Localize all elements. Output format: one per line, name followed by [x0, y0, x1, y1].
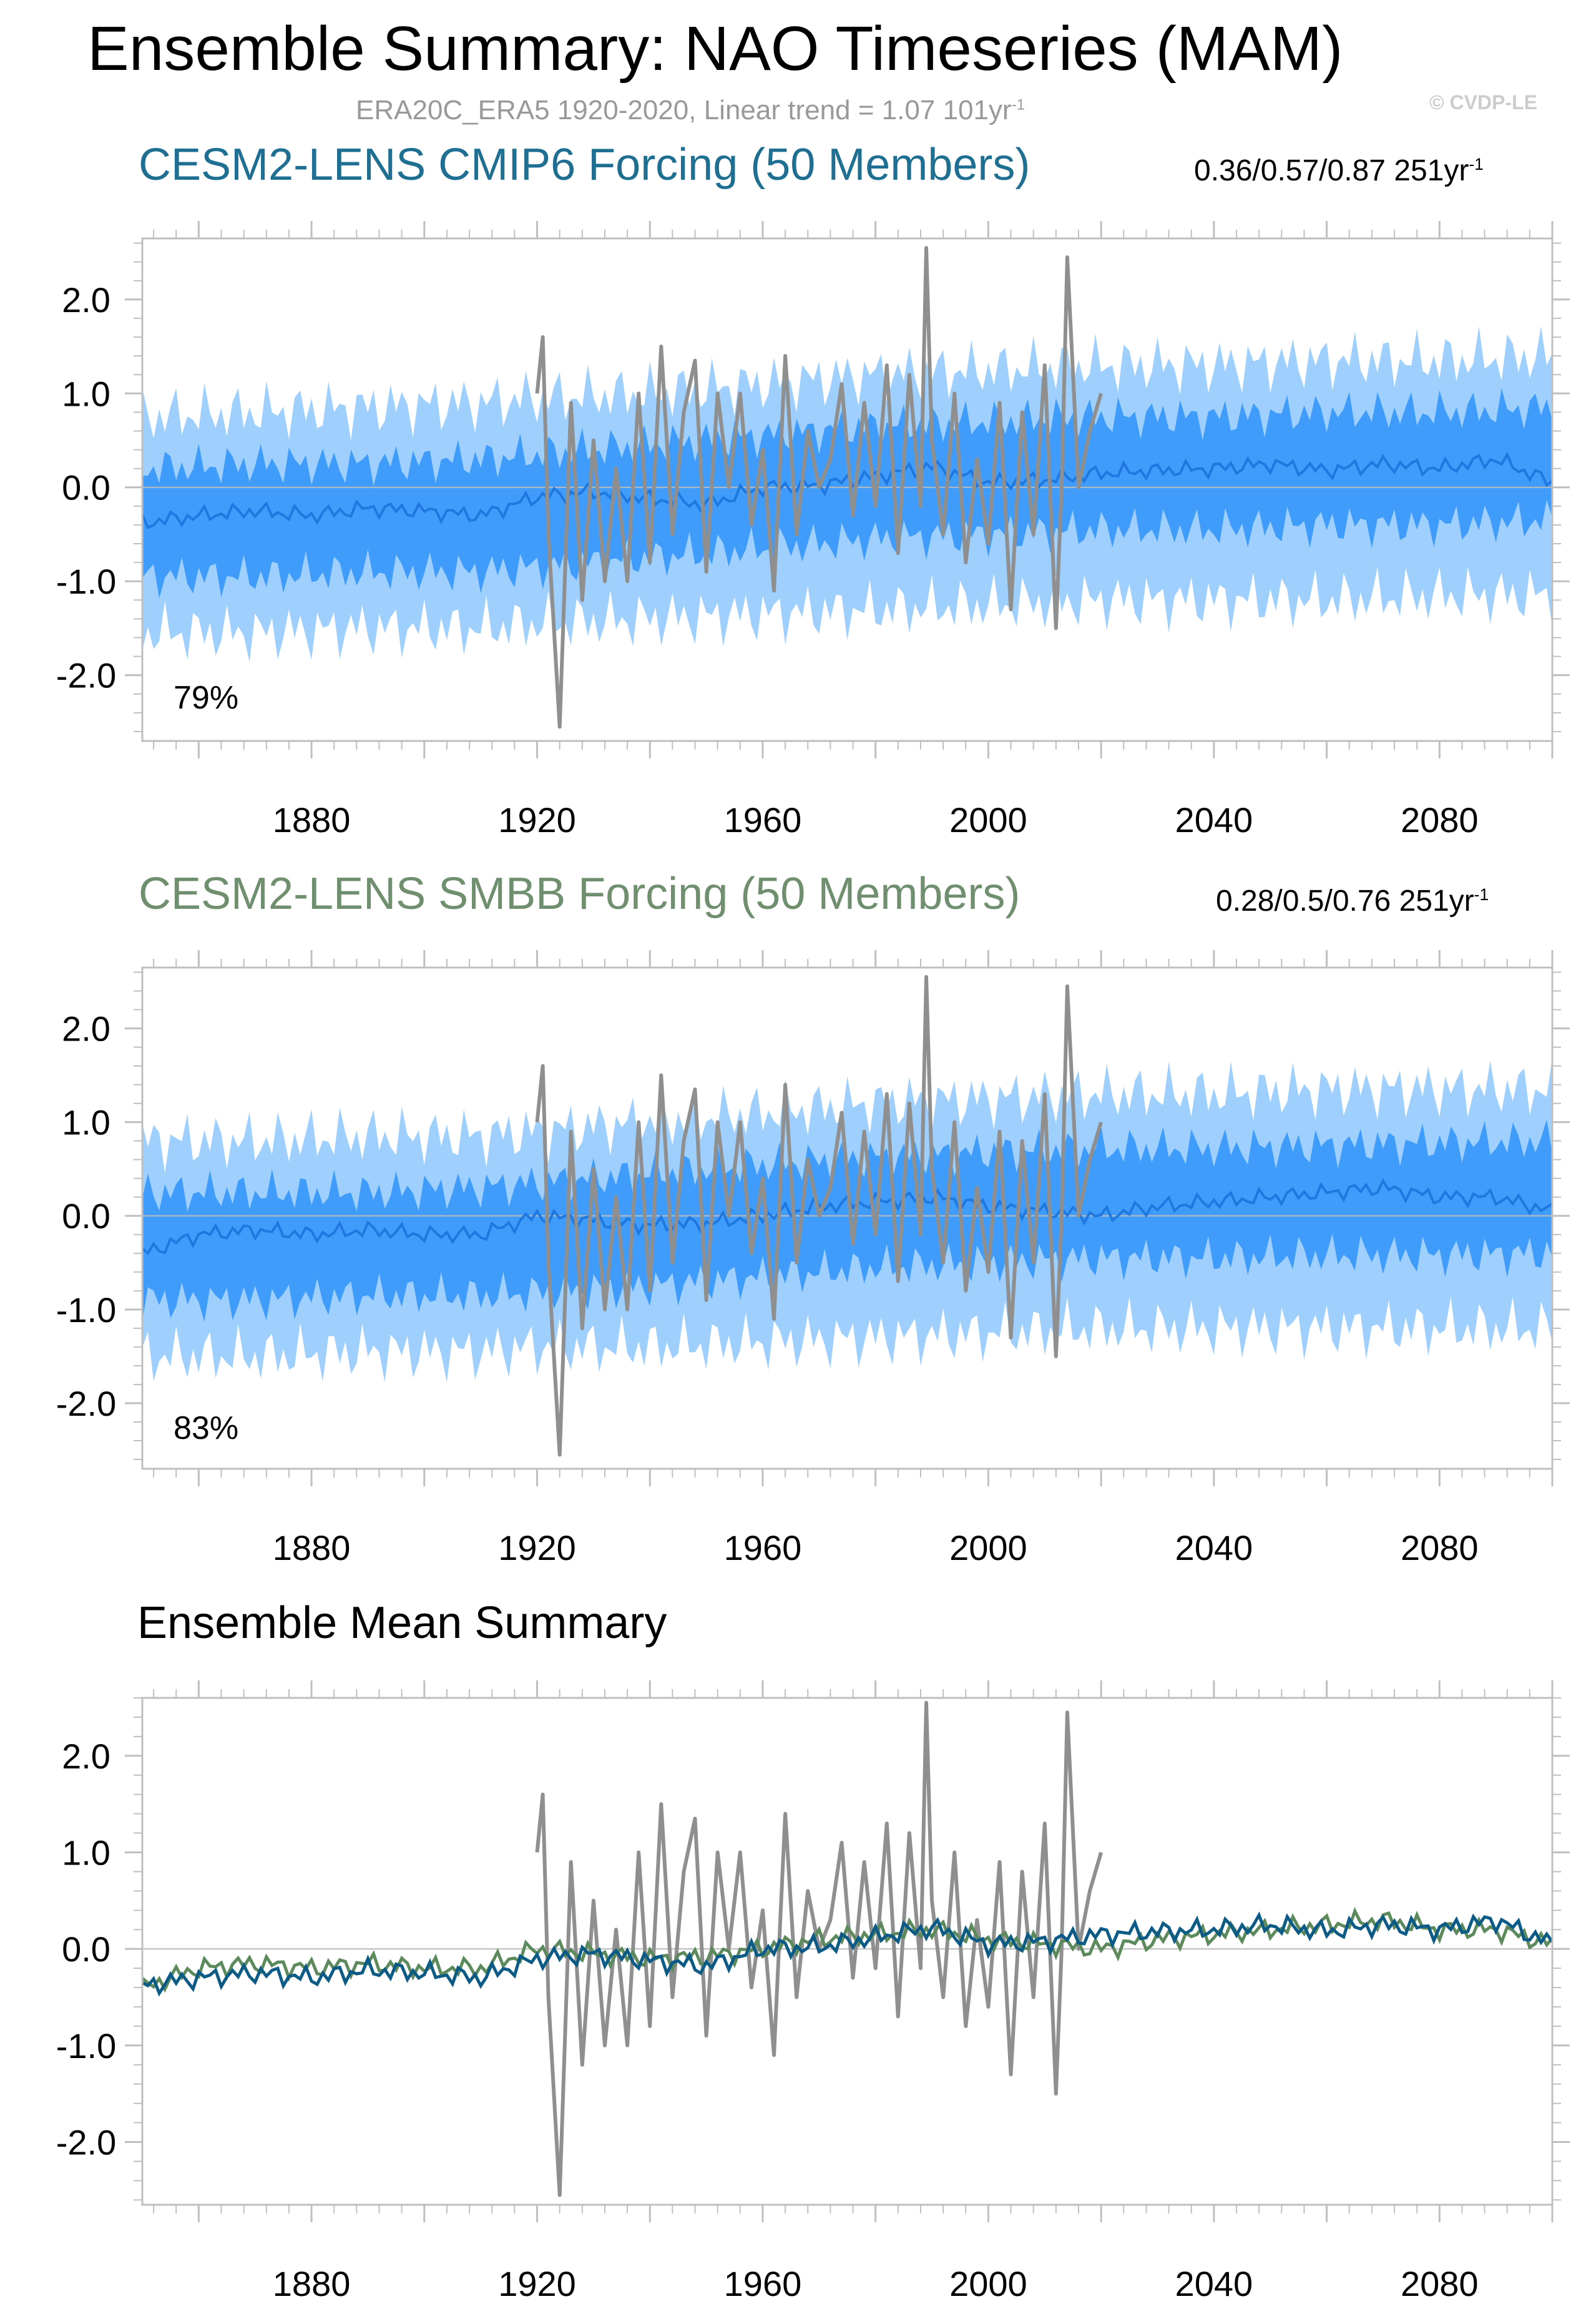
- panel-3-y-tick-label: -1.0: [56, 2026, 117, 2066]
- panel-3-y-tick-label: 2.0: [62, 1737, 110, 1776]
- panel-1-y-tick-label: 0.0: [62, 468, 110, 507]
- panel-3-y-tick-label: 1.0: [62, 1833, 110, 1872]
- panel-1-y-tick-label: -1.0: [56, 562, 117, 601]
- credit-label: © CVDP-LE: [1429, 91, 1537, 114]
- panel-2-x-tick-label: 1920: [498, 1528, 576, 1567]
- panel-1-inner-band: [142, 388, 1552, 599]
- panel-1-x-tick-label: 1880: [273, 800, 351, 840]
- panel-1-x-tick-label: 2080: [1401, 800, 1479, 840]
- panel-1-title: CESM2-LENS CMIP6 Forcing (50 Members): [139, 140, 1031, 190]
- panel-3-x-tick-label: 1960: [724, 2264, 802, 2303]
- panel-3-x-tick-label: 1920: [498, 2264, 576, 2303]
- panel-2-x-tick-label: 2000: [949, 1528, 1027, 1567]
- panel-1-frame: [141, 237, 1554, 742]
- panel-3-x-tick-label: 2040: [1175, 2264, 1253, 2303]
- panel-3-observations-line: [535, 1700, 1103, 2197]
- panel-1-trend-text: 0.36/0.57/0.87 251yr: [1194, 154, 1469, 187]
- figure-title: Ensemble Summary: NAO Timeseries (MAM): [87, 14, 1343, 84]
- panel-1-x-tick-label: 1920: [498, 800, 576, 840]
- panel-2-y-tick-label: -1.0: [56, 1290, 117, 1330]
- panel-2-trend-superscript: -1: [1474, 885, 1489, 904]
- panel-1-observations-line: [535, 246, 1103, 729]
- panel-2-observations-line: [535, 975, 1103, 1457]
- panel-1-trend-superscript: -1: [1469, 155, 1484, 174]
- subtitle-text: ERA20C_ERA5 1920-2020, Linear trend = 1.…: [356, 95, 1012, 125]
- panel-1-x-tick-label: 1960: [724, 800, 802, 840]
- figure-subtitle: ERA20C_ERA5 1920-2020, Linear trend = 1.…: [356, 97, 1025, 124]
- panel-3-x-tick-label: 1880: [273, 2264, 351, 2303]
- panel-2-x-tick-label: 2040: [1175, 1528, 1253, 1567]
- panel-2-x-tick-label: 2080: [1401, 1528, 1479, 1567]
- panel-2-y-tick-label: -2.0: [56, 1384, 117, 1423]
- panel-1-percent: 79%: [174, 680, 239, 716]
- subtitle-superscript: -1: [1011, 96, 1026, 114]
- panel-3-y-tick-label: -2.0: [56, 2122, 117, 2162]
- panel-1-y-tick-label: -2.0: [56, 656, 117, 695]
- panel-2-title: CESM2-LENS SMBB Forcing (50 Members): [139, 869, 1021, 919]
- panel-1-x-tick-label: 2040: [1175, 800, 1253, 840]
- panel-3-y-tick-label: 0.0: [62, 1929, 110, 1969]
- panel-2-trend-text: 0.28/0.5/0.76 251yr: [1216, 885, 1474, 918]
- panel-2-x-tick-label: 1960: [724, 1528, 802, 1567]
- panel-3-title: Ensemble Mean Summary: [137, 1598, 667, 1648]
- panel-2-percent: 83%: [174, 1410, 239, 1446]
- panel-3-cmip6-mean-line: [141, 1911, 1554, 1997]
- panel-1-trend-stats: 0.36/0.57/0.87 251yr-1: [1194, 156, 1484, 186]
- panel-1-x-tick-label: 2000: [949, 800, 1027, 840]
- panel-3-x-tick-label: 2080: [1401, 2264, 1479, 2303]
- panel-2-y-tick-label: 0.0: [62, 1197, 110, 1236]
- panel-2-frame: [141, 966, 1554, 1470]
- panel-2-y-tick-label: 1.0: [62, 1103, 110, 1142]
- panel-1-ensemble-mean-line: [141, 451, 1554, 529]
- panel-2-trend-stats: 0.28/0.5/0.76 251yr-1: [1216, 886, 1489, 916]
- panel-2-inner-band: [142, 1119, 1552, 1322]
- panel-3-x-tick-label: 2000: [949, 2264, 1027, 2303]
- panel-2-y-tick-label: 2.0: [62, 1009, 110, 1049]
- panel-3-frame: [141, 1697, 1554, 2206]
- panel-1-y-tick-label: 1.0: [62, 374, 110, 413]
- panel-2-x-tick-label: 1880: [273, 1528, 351, 1567]
- panel-1-y-tick-label: 2.0: [62, 280, 110, 320]
